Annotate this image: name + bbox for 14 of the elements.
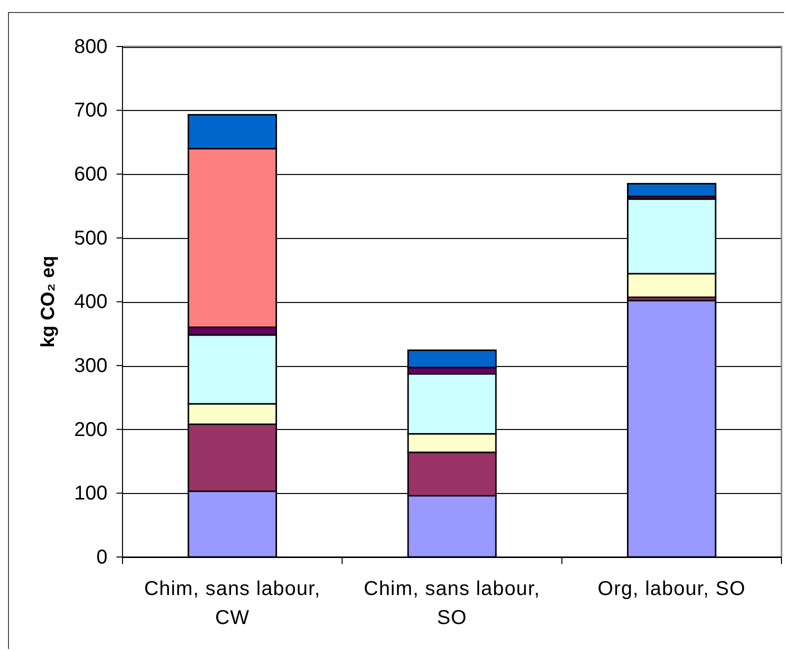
- y-axis-title: kg CO₂ eq: [38, 256, 59, 348]
- bar: [626, 182, 716, 198]
- y-tick-label: 300: [74, 354, 108, 377]
- y-tick-label: 100: [74, 482, 108, 505]
- y-tick-label: 700: [74, 100, 108, 122]
- y-tick-label: 500: [74, 227, 108, 250]
- y-tick-label: 800: [74, 36, 108, 58]
- x-tick-label: Chim, sans labour, SO: [364, 578, 540, 629]
- x-tick-label: Org, labour, SO: [598, 578, 746, 600]
- y-tick-label: 200: [74, 418, 108, 441]
- x-tick-label: Chim, sans labour, CW: [144, 578, 321, 629]
- y-tick-label: 400: [74, 291, 108, 314]
- y-tick-label: 600: [74, 164, 108, 186]
- y-tick-label: 0: [96, 546, 108, 568]
